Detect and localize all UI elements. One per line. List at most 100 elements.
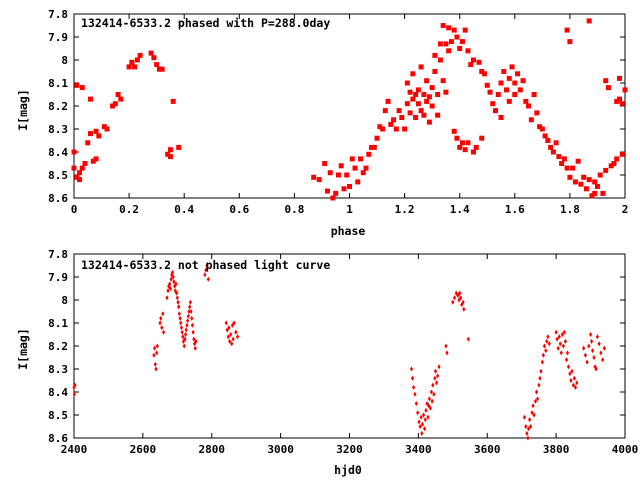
data-point: [619, 151, 625, 157]
data-point: [605, 85, 611, 91]
data-point: [616, 75, 622, 81]
data-point: [493, 108, 499, 114]
data-point: [101, 124, 107, 130]
data-point: [421, 92, 427, 97]
data-point: [525, 430, 529, 436]
data-point: [614, 98, 620, 104]
data-point: [178, 315, 182, 321]
data-point: [433, 368, 438, 374]
x-tick-label: 2: [622, 203, 629, 216]
data-point: [544, 348, 548, 354]
plot-frame: [73, 13, 626, 199]
data-point: [582, 345, 586, 351]
data-point: [418, 424, 422, 429]
data-point: [535, 396, 540, 402]
data-point: [433, 375, 437, 381]
data-point: [407, 110, 413, 116]
data-point: [553, 140, 559, 146]
data-point: [567, 39, 573, 45]
data-point: [190, 322, 195, 328]
x-tick-label: 3000: [267, 443, 294, 456]
data-point: [155, 343, 159, 349]
data-point: [444, 343, 448, 349]
data-point: [188, 304, 192, 310]
chart-title-unphased: 132414-6533.2 not phased light curve: [81, 258, 330, 272]
data-point: [427, 396, 431, 402]
data-point: [112, 101, 118, 107]
data-point: [385, 98, 391, 104]
data-point: [79, 85, 85, 91]
data-point: [578, 181, 584, 187]
data-point: [423, 417, 427, 423]
data-point: [96, 133, 102, 139]
data-point: [522, 414, 527, 420]
data-point: [77, 170, 83, 176]
data-point: [529, 424, 533, 429]
data-point: [154, 62, 160, 68]
data-point: [594, 184, 600, 189]
data-point: [537, 124, 543, 130]
data-point: [561, 156, 567, 162]
data-point: [421, 412, 426, 418]
data-point: [352, 165, 358, 171]
data-point: [73, 382, 77, 388]
x-tick-label: 2600: [130, 443, 157, 456]
y-tick-label: 8: [61, 54, 68, 67]
chart-title-phased: 132414-6533.2 phased with P=288.0day: [81, 16, 330, 30]
data-point: [424, 78, 430, 84]
data-point: [177, 311, 181, 317]
data-point: [562, 329, 566, 335]
data-point: [554, 329, 558, 335]
data-point: [435, 112, 441, 118]
x-tick-label: 0.4: [174, 203, 194, 216]
data-point: [593, 364, 597, 370]
data-point: [556, 154, 562, 160]
data-point: [424, 98, 430, 104]
x-tick-label: 1.4: [450, 203, 470, 216]
data-point: [93, 128, 99, 134]
x-tick-label: 0.8: [284, 203, 304, 216]
data-point: [539, 368, 543, 374]
x-tick-label: 0: [71, 203, 78, 216]
data-point: [563, 338, 568, 344]
data-point: [539, 126, 545, 132]
data-point: [608, 163, 614, 169]
data-point: [137, 52, 143, 58]
data-point: [509, 64, 515, 70]
data-point: [132, 64, 138, 70]
data-point: [418, 64, 424, 70]
data-point: [548, 144, 554, 150]
data-point: [426, 414, 430, 420]
data-point: [517, 87, 523, 93]
data-point: [72, 384, 76, 390]
data-point: [176, 144, 182, 150]
data-point: [575, 380, 579, 386]
data-point: [156, 66, 162, 72]
data-point: [104, 126, 110, 132]
data-point: [148, 50, 154, 56]
data-point: [129, 59, 135, 65]
data-point: [545, 138, 551, 143]
panel-1: 0 0.2 0.4 0.6 0.8 1 1.2 1.4 1.6 1.8 2 7.8 7.9 8 8.1 8.2…: [48, 8, 628, 216]
data-point: [168, 281, 172, 287]
data-point: [193, 345, 197, 351]
data-point: [468, 62, 474, 68]
y-tick-label: 8.4: [48, 146, 68, 159]
x-tick-label: 1.8: [560, 203, 580, 216]
data-point: [224, 320, 228, 326]
data-point: [465, 140, 471, 146]
data-point: [407, 89, 413, 95]
data-point: [186, 313, 190, 319]
data-point: [410, 71, 416, 77]
data-point: [460, 302, 464, 308]
data-point: [564, 165, 570, 171]
y-tick-label: 8.3: [48, 123, 68, 136]
data-point: [459, 140, 465, 146]
data-point: [602, 345, 606, 351]
data-point: [203, 272, 207, 278]
data-point: [589, 193, 595, 199]
data-point: [175, 290, 179, 296]
data-point: [418, 108, 424, 114]
data-point: [177, 304, 181, 310]
data-point: [546, 334, 550, 340]
